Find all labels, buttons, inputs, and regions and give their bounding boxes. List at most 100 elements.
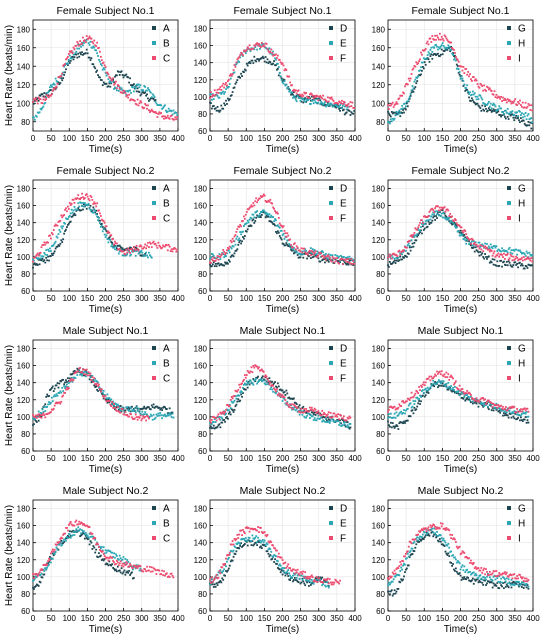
data-point (93, 384, 96, 387)
data-point (309, 414, 312, 417)
data-point (431, 57, 434, 60)
data-point (340, 254, 342, 257)
data-point (132, 567, 134, 569)
data-point (322, 258, 324, 261)
data-point (521, 264, 524, 267)
data-point (482, 256, 485, 258)
data-point (39, 98, 42, 101)
data-point (292, 247, 295, 249)
data-point (67, 382, 70, 384)
data-point (40, 416, 43, 419)
data-point (261, 375, 264, 378)
data-point (140, 245, 143, 248)
data-point (441, 374, 444, 377)
data-point (327, 420, 330, 423)
data-point (299, 250, 302, 253)
data-point (421, 390, 423, 392)
data-point (523, 115, 526, 118)
x-tick-label: 150 (81, 294, 95, 303)
data-point (454, 59, 457, 62)
data-point (425, 378, 428, 381)
data-point (293, 406, 296, 409)
data-point (67, 524, 70, 526)
data-point (408, 246, 411, 249)
data-point (400, 421, 403, 424)
data-point (50, 252, 53, 255)
data-point (406, 105, 409, 108)
legend-marker (152, 361, 156, 365)
data-point (316, 95, 319, 97)
data-point (56, 402, 59, 405)
data-point (316, 411, 319, 414)
data-point (457, 388, 460, 391)
data-point (230, 247, 233, 250)
data-point (500, 107, 502, 110)
data-point (221, 264, 224, 266)
data-point (292, 243, 295, 246)
data-point (62, 542, 65, 544)
data-point (158, 569, 161, 572)
data-point (48, 560, 50, 563)
data-point (440, 44, 443, 46)
data-point (216, 95, 219, 97)
data-point (274, 218, 276, 220)
data-point (147, 87, 149, 89)
data-point (103, 82, 106, 85)
data-point (43, 570, 46, 572)
data-point (49, 557, 51, 560)
data-point (100, 559, 103, 561)
data-point (325, 417, 327, 420)
data-point (298, 404, 301, 407)
data-point (116, 70, 119, 73)
data-point (248, 225, 251, 227)
data-point (480, 403, 483, 406)
data-point (104, 228, 107, 231)
data-point (248, 383, 251, 386)
data-point (484, 88, 486, 91)
data-point (44, 416, 47, 419)
data-point (439, 45, 442, 48)
data-point (65, 527, 67, 529)
data-point (247, 208, 250, 211)
data-point (506, 115, 509, 118)
data-point (146, 107, 148, 110)
data-point (299, 256, 302, 259)
data-point (229, 77, 232, 80)
data-point (346, 106, 349, 108)
data-point (427, 215, 430, 217)
data-point (107, 559, 110, 562)
data-point (55, 546, 58, 549)
data-point (212, 424, 215, 427)
data-point (310, 95, 313, 98)
data-point (421, 221, 424, 224)
data-point (465, 394, 468, 397)
data-point (249, 48, 252, 51)
data-point (234, 234, 237, 236)
data-point (392, 252, 395, 255)
data-point (218, 416, 221, 418)
data-point (91, 548, 94, 550)
data-point (70, 208, 73, 211)
data-point (44, 567, 47, 570)
data-point (143, 92, 146, 95)
data-point (444, 214, 447, 217)
data-point (437, 209, 440, 212)
data-point (213, 94, 216, 97)
data-point (151, 93, 154, 96)
data-point (73, 369, 76, 372)
data-point (281, 400, 284, 402)
x-tick-label: 0 (386, 454, 391, 463)
data-point (409, 402, 412, 405)
data-point (502, 96, 504, 99)
y-axis-label: Heart Rate (beats/min) (4, 25, 15, 126)
data-point (118, 250, 121, 253)
data-point (468, 391, 470, 394)
data-point (501, 407, 503, 410)
data-point (222, 419, 225, 421)
data-point (318, 96, 321, 98)
data-point (317, 252, 320, 254)
data-point (88, 526, 91, 528)
data-point (118, 405, 121, 408)
data-point (487, 248, 489, 251)
data-point (497, 404, 500, 406)
